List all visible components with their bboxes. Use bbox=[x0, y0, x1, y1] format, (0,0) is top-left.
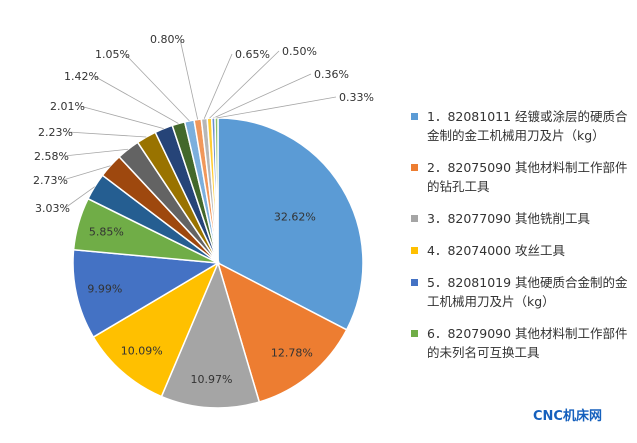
leader-line-17 bbox=[213, 73, 312, 119]
slice-label-14: 0.80% bbox=[150, 33, 185, 46]
legend-item-1: 1．82081011 经镀或涂层的硬质合金制的金工机械用刀及片（kg） bbox=[411, 107, 633, 145]
legend-swatch-5 bbox=[411, 279, 418, 286]
slice-label-8: 2.73% bbox=[33, 174, 68, 187]
slice-label-4: 10.09% bbox=[121, 344, 163, 357]
slice-label-7: 3.03% bbox=[35, 202, 70, 215]
pie-slice-1 bbox=[217, 117, 364, 331]
legend-item-6: 6．82079090 其他材料制工作部件的未列名可互换工具 bbox=[411, 324, 633, 362]
chart-legend: 1．82081011 经镀或涂层的硬质合金制的金工机械用刀及片（kg） 2．82… bbox=[411, 107, 633, 375]
pie-slice-3 bbox=[160, 260, 261, 409]
slice-label-10: 2.23% bbox=[38, 126, 73, 139]
leader-line-14 bbox=[179, 38, 199, 120]
slice-label-15: 0.65% bbox=[235, 48, 270, 61]
legend-swatch-1 bbox=[411, 113, 418, 120]
leader-line-10 bbox=[67, 131, 147, 138]
legend-swatch-6 bbox=[411, 330, 418, 337]
watermark: CNC机床网 bbox=[533, 409, 602, 424]
legend-label-4: 4．82074000 攻丝工具 bbox=[427, 243, 566, 258]
legend-label-2: 2．82075090 其他材料制工作部件的钻孔工具 bbox=[427, 160, 628, 194]
slice-label-9: 2.58% bbox=[34, 150, 69, 163]
leader-line-13 bbox=[124, 53, 190, 122]
slice-label-3: 10.97% bbox=[191, 373, 233, 386]
slice-label-6: 5.85% bbox=[89, 225, 124, 238]
legend-item-4: 4．82074000 攻丝工具 bbox=[411, 241, 633, 260]
leader-line-15 bbox=[203, 53, 233, 119]
legend-swatch-3 bbox=[411, 215, 418, 222]
legend-item-3: 3．82077090 其他铣削工具 bbox=[411, 209, 633, 228]
pie-slice-4 bbox=[92, 261, 220, 398]
leader-line-8 bbox=[62, 165, 111, 181]
slice-label-16: 0.50% bbox=[282, 45, 317, 58]
legend-label-3: 3．82077090 其他铣削工具 bbox=[427, 211, 591, 226]
legend-label-1: 1．82081011 经镀或涂层的硬质合金制的金工机械用刀及片（kg） bbox=[427, 109, 628, 143]
leader-line-9 bbox=[63, 148, 129, 157]
legend-label-5: 5．82081019 其他硬质合金制的金工机械用刀及片（kg） bbox=[427, 275, 628, 309]
legend-swatch-4 bbox=[411, 247, 418, 254]
leader-line-12 bbox=[93, 75, 179, 124]
leader-line-16 bbox=[209, 50, 280, 119]
leader-line-11 bbox=[79, 105, 164, 129]
slice-label-11: 2.01% bbox=[50, 100, 85, 113]
legend-swatch-2 bbox=[411, 164, 418, 171]
legend-label-6: 6．82079090 其他材料制工作部件的未列名可互换工具 bbox=[427, 326, 628, 360]
leader-line-7 bbox=[64, 186, 95, 209]
slice-label-17: 0.36% bbox=[314, 68, 349, 81]
pie-slice-5 bbox=[72, 248, 221, 339]
slice-label-1: 32.62% bbox=[274, 210, 316, 223]
slice-label-2: 12.78% bbox=[271, 346, 313, 359]
slice-label-13: 1.05% bbox=[95, 48, 130, 61]
slice-label-12: 1.42% bbox=[64, 70, 99, 83]
legend-item-2: 2．82075090 其他材料制工作部件的钻孔工具 bbox=[411, 158, 633, 196]
pie-slice-2 bbox=[216, 261, 348, 403]
legend-item-5: 5．82081019 其他硬质合金制的金工机械用刀及片（kg） bbox=[411, 273, 633, 311]
slice-label-18: 0.33% bbox=[339, 91, 374, 104]
leader-line-18 bbox=[216, 96, 337, 119]
slice-label-5: 9.99% bbox=[87, 283, 122, 296]
